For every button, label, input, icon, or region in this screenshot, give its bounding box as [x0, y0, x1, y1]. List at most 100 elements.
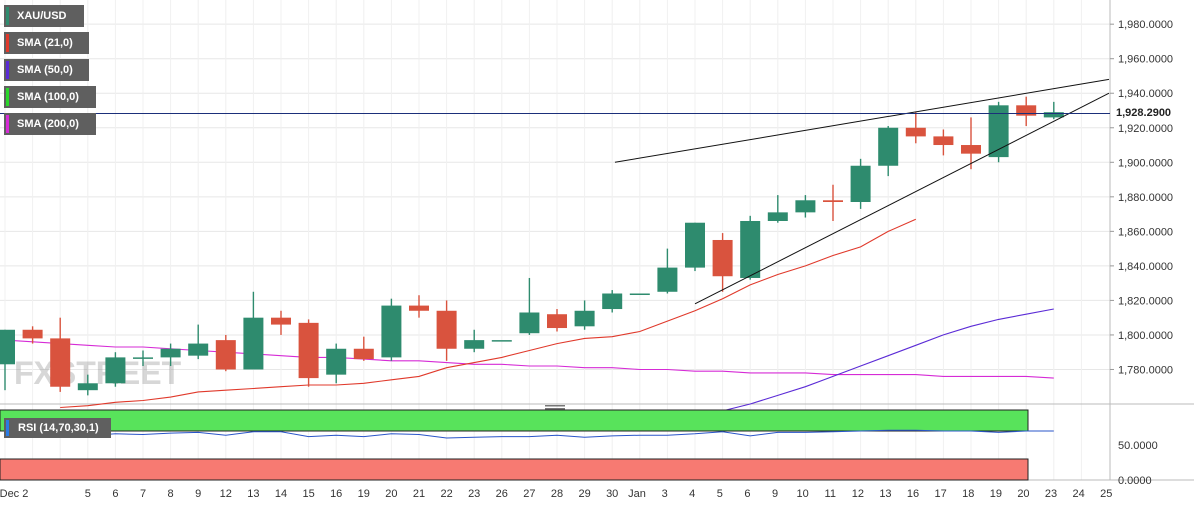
- x-tick-label: 9: [195, 488, 201, 500]
- x-tick-label: 13: [879, 488, 891, 500]
- candle-body: [933, 136, 954, 146]
- candle-body: [491, 340, 512, 342]
- candle: [547, 309, 567, 332]
- last-price-tag: 1,928.2900: [1112, 105, 1182, 122]
- candle: [1016, 96, 1037, 127]
- candle: [519, 277, 540, 335]
- candle-body: [905, 127, 926, 137]
- legend-label: SMA (200,0): [17, 118, 79, 130]
- x-tick-label: 16: [330, 488, 342, 500]
- rsi-overbought-zone: [0, 409, 1029, 432]
- candle: [326, 343, 347, 384]
- x-tick-label: 10: [797, 488, 809, 500]
- candle: [464, 329, 485, 353]
- legend-label: XAU/USD: [17, 10, 67, 22]
- candle-body: [215, 340, 236, 370]
- candle-body: [1043, 112, 1064, 118]
- x-tick-label: 8: [168, 488, 174, 500]
- candle: [657, 248, 678, 294]
- candle-body: [298, 322, 319, 379]
- candle-body: [464, 340, 485, 349]
- x-tick-label: 18: [962, 488, 974, 500]
- candle: [271, 310, 291, 335]
- legend-item[interactable]: SMA (100,0): [4, 86, 96, 108]
- candle: [767, 195, 788, 223]
- rsi-line: [4, 429, 1054, 439]
- candle: [105, 352, 126, 387]
- candle-body: [657, 267, 678, 292]
- candle: [215, 334, 236, 372]
- candle: [850, 158, 871, 209]
- y-tick-label: 1,840.0000: [1118, 261, 1173, 273]
- y-tick-label: 1,980.0000: [1118, 19, 1173, 31]
- candle-body: [574, 310, 595, 327]
- candle-body: [188, 343, 209, 356]
- candle-body: [381, 305, 402, 358]
- candle: [409, 295, 429, 318]
- candle-body: [602, 293, 623, 310]
- candle-body: [0, 329, 15, 365]
- x-tick-label: 23: [1045, 488, 1057, 500]
- candle: [491, 340, 512, 342]
- candle-body: [988, 105, 1009, 158]
- candle: [602, 290, 623, 313]
- rsi-oversold-zone: [0, 458, 1029, 481]
- rsi-label: RSI (14,70,30,1): [18, 422, 99, 434]
- legend-swatch: [6, 115, 9, 133]
- candle: [298, 319, 319, 387]
- candle-body: [77, 383, 98, 391]
- candle-body: [629, 293, 650, 296]
- candle-body: [1016, 105, 1037, 116]
- legend-item[interactable]: SMA (200,0): [4, 113, 96, 135]
- candle: [1043, 101, 1064, 120]
- grid: [0, 0, 1110, 480]
- candle: [22, 326, 43, 344]
- x-tick-label: 9: [772, 488, 778, 500]
- trend-line: [694, 92, 1110, 305]
- x-tick-label: 7: [140, 488, 146, 500]
- candle-body: [519, 312, 540, 334]
- candle-body: [961, 145, 981, 154]
- candle-body: [22, 329, 43, 339]
- panel-resize-handle: [545, 405, 565, 407]
- y-tick-label: 1,780.0000: [1118, 364, 1173, 376]
- legend-item[interactable]: SMA (50,0): [4, 59, 89, 81]
- sma-21-line: [60, 218, 917, 409]
- x-tick-label: 28: [551, 488, 563, 500]
- x-tick-label: 12: [852, 488, 864, 500]
- x-tick-label: 15: [302, 488, 314, 500]
- y-tick-label: 1,900.0000: [1118, 157, 1173, 169]
- candle: [933, 129, 954, 156]
- candle: [878, 126, 899, 177]
- rsi-y-tick-label: 50.0000: [1118, 440, 1158, 452]
- candle-body: [326, 348, 347, 375]
- y-tick-label: 1,940.0000: [1118, 88, 1173, 100]
- candle: [629, 293, 650, 296]
- y-tick-label: 1,820.0000: [1118, 295, 1173, 307]
- candle: [0, 329, 15, 391]
- y-tick-label: 1,860.0000: [1118, 226, 1173, 238]
- x-tick-label: 4: [689, 488, 695, 500]
- x-tick-label: 20: [1017, 488, 1029, 500]
- x-tick-label: 24: [1073, 488, 1085, 500]
- candle: [188, 324, 209, 360]
- rsi-y-tick-label: 0.0000: [1118, 475, 1152, 487]
- y-tick-label: 1,800.0000: [1118, 330, 1173, 342]
- x-tick-label: 19: [358, 488, 370, 500]
- x-tick-label: 17: [935, 488, 947, 500]
- candle: [905, 112, 926, 144]
- x-tick-label: 6: [112, 488, 118, 500]
- x-tick-label: 6: [744, 488, 750, 500]
- legend-item[interactable]: XAU/USD: [4, 5, 84, 27]
- candle: [712, 233, 733, 292]
- legend-swatch: [6, 88, 9, 106]
- legend-item[interactable]: SMA (21,0): [4, 32, 89, 54]
- candle-body: [767, 212, 788, 221]
- x-tick-label: 5: [85, 488, 91, 500]
- x-tick-label: 25: [1100, 488, 1112, 500]
- candle: [988, 101, 1009, 163]
- y-tick-label: 1,880.0000: [1118, 192, 1173, 204]
- candle-body: [547, 314, 567, 329]
- legend-swatch: [6, 34, 9, 52]
- candle: [77, 374, 98, 396]
